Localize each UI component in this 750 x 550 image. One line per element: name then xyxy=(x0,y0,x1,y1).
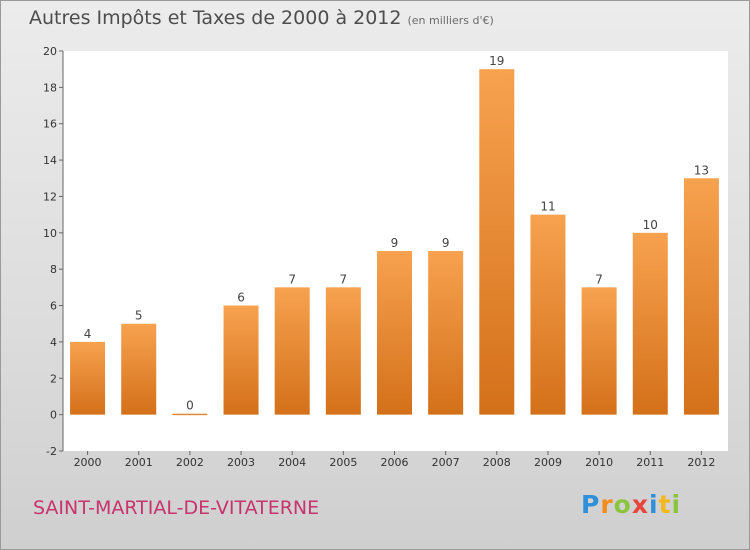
y-tick-label: 16 xyxy=(43,118,57,131)
x-tick-label-2004: 2004 xyxy=(278,456,306,469)
bar-2000 xyxy=(70,341,106,415)
commune-name: SAINT-MARTIAL-DE-VITATERNE xyxy=(33,497,320,519)
data-label-2000: 4 xyxy=(84,327,92,341)
x-tick-label-2003: 2003 xyxy=(227,456,255,469)
y-tick-label: 12 xyxy=(43,190,57,203)
data-label-2001: 5 xyxy=(135,309,143,323)
y-tick-label: 2 xyxy=(50,372,57,385)
y-tick-label: 8 xyxy=(50,263,57,276)
data-label-2007: 9 xyxy=(442,236,450,250)
x-tick-label-2010: 2010 xyxy=(585,456,613,469)
y-axis-ticks: -2 0 2 4 6 8 10 12 14 16 18 20 xyxy=(43,45,63,458)
y-tick-label: 20 xyxy=(43,45,57,58)
bar-2012 xyxy=(683,178,719,415)
chart-subtitle: (en milliers d'€) xyxy=(407,14,494,27)
y-tick-label: 6 xyxy=(50,300,57,313)
bar-2011 xyxy=(632,232,668,415)
data-label-2004: 7 xyxy=(288,272,296,286)
y-tick-label: 10 xyxy=(43,227,57,240)
x-tick-label-2002: 2002 xyxy=(176,456,204,469)
data-label-2012: 13 xyxy=(694,163,709,177)
proxiti-logo: Proxiti xyxy=(581,490,682,519)
y-tick-label: 14 xyxy=(43,154,57,167)
x-tick-label-2000: 2000 xyxy=(74,456,102,469)
bar-2001 xyxy=(121,323,157,415)
bars: 4 5 0 6 7 7 9 9 19 11 7 10 13 xyxy=(70,54,719,416)
bar-2007 xyxy=(428,251,464,415)
y-tick-label: 0 xyxy=(50,409,57,422)
bar-2008 xyxy=(479,69,515,415)
data-label-2006: 9 xyxy=(391,236,399,250)
x-tick-label-2007: 2007 xyxy=(432,456,460,469)
x-tick-label-2008: 2008 xyxy=(483,456,511,469)
y-tick-label: 4 xyxy=(50,336,57,349)
x-tick-label-2006: 2006 xyxy=(381,456,409,469)
x-tick-label-2001: 2001 xyxy=(125,456,153,469)
x-tick-label-2009: 2009 xyxy=(534,456,562,469)
y-tick-label: -2 xyxy=(46,445,57,458)
chart-title: Autres Impôts et Taxes de 2000 à 2012 (en… xyxy=(29,7,494,29)
x-tick-label-2005: 2005 xyxy=(329,456,357,469)
chart-title-text: Autres Impôts et Taxes de 2000 à 2012 xyxy=(29,7,402,29)
data-label-2002: 0 xyxy=(186,399,194,413)
y-tick-label: 18 xyxy=(43,81,57,94)
bar-2002 xyxy=(172,413,208,416)
x-tick-label-2012: 2012 xyxy=(687,456,715,469)
data-label-2011: 10 xyxy=(643,218,658,232)
bar-2003 xyxy=(223,305,259,415)
data-label-2009: 11 xyxy=(540,200,555,214)
data-label-2010: 7 xyxy=(595,272,603,286)
data-label-2008: 19 xyxy=(489,54,504,68)
x-tick-label-2011: 2011 xyxy=(636,456,664,469)
bar-2009 xyxy=(530,214,566,415)
bar-2004 xyxy=(274,287,310,415)
bar-2005 xyxy=(325,287,361,415)
bar-2006 xyxy=(377,251,412,415)
data-label-2003: 6 xyxy=(237,291,245,305)
x-axis-ticks: 2000 2001 2002 2003 2004 2005 2006 2007 2008 2009… xyxy=(74,451,715,469)
data-label-2005: 7 xyxy=(340,272,348,286)
bar-2010 xyxy=(581,287,617,415)
